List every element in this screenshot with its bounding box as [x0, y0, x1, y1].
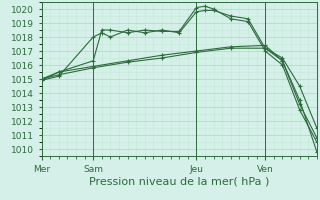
- X-axis label: Pression niveau de la mer( hPa ): Pression niveau de la mer( hPa ): [89, 177, 269, 187]
